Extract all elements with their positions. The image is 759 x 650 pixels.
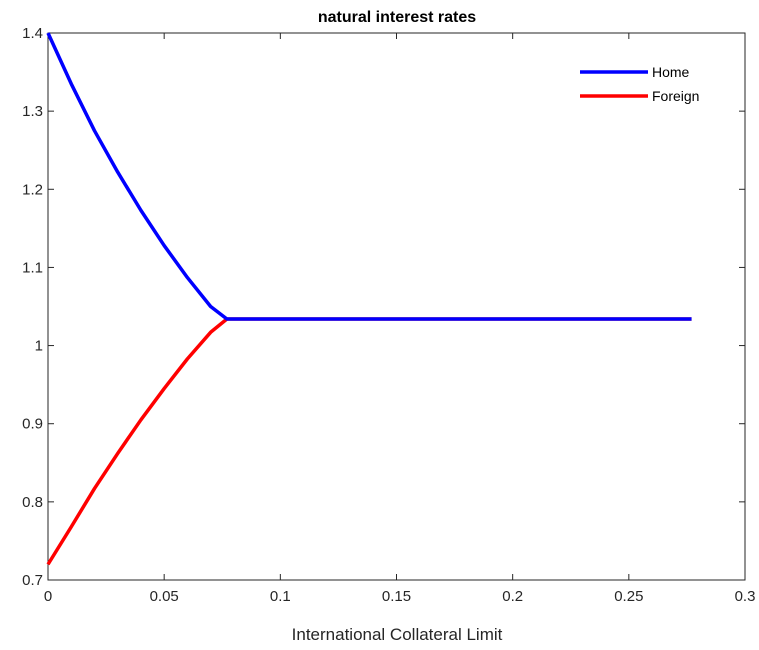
y-tick-label: 1.3	[22, 103, 43, 120]
plot-area	[47, 32, 746, 581]
legend: Home Foreign	[566, 60, 721, 112]
y-tick-label: 0.8	[22, 494, 43, 511]
x-tick-label: 0.25	[614, 588, 643, 605]
x-tick-label: 0.1	[270, 588, 291, 605]
y-tick-label: 1.1	[22, 259, 43, 276]
y-tick-label: 1.4	[22, 25, 43, 42]
y-tick-label: 1	[35, 338, 43, 355]
y-tick-label: 1.2	[22, 181, 43, 198]
x-tick-label: 0.05	[150, 588, 179, 605]
legend-label-home: Home	[652, 64, 690, 80]
legend-box	[566, 60, 721, 112]
chart-title: natural interest rates	[318, 9, 476, 26]
x-tick-label: 0	[44, 588, 52, 605]
series-layer	[46, 32, 692, 566]
series-line-home	[46, 32, 692, 321]
x-tick-label: 0.3	[735, 588, 756, 605]
x-axis-label: International Collateral Limit	[292, 625, 503, 644]
y-tick-label: 0.7	[22, 572, 43, 589]
x-tick-label: 0.15	[382, 588, 411, 605]
axis-ticks: 0 0.05 0.1 0.15 0.2 0.25 0.3 0.7 0.8 0.9 1 1.1 1.2 1.…	[22, 25, 755, 605]
x-tick-label: 0.2	[502, 588, 523, 605]
legend-label-foreign: Foreign	[652, 88, 699, 104]
y-tick-label: 0.9	[22, 416, 43, 433]
